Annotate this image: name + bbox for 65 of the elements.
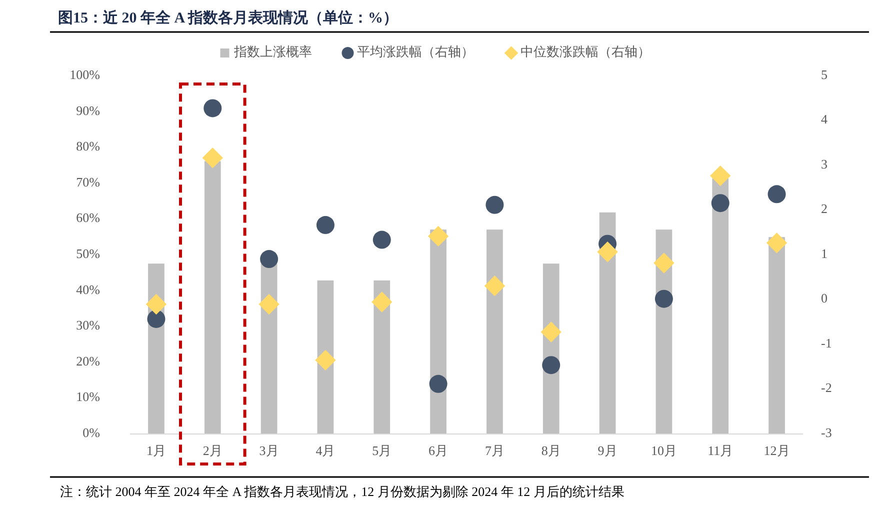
point [429,374,448,393]
point [597,242,618,262]
legend-label: 中位数涨跌幅（右轴） [520,44,650,59]
y-tick-label: 0% [82,424,100,440]
y2-tick-label: -3 [821,424,832,440]
y2-tick-label: 4 [821,112,828,127]
point [766,232,788,254]
y2-tick-label: -1 [821,335,832,350]
point [542,356,560,374]
y-tick-label: 80% [76,138,100,154]
bar [486,230,503,434]
x-tick-label: 4月 [316,442,336,458]
y2-tick-label: -2 [821,380,832,396]
point [428,226,449,247]
x-tick-label: 8月 [541,442,561,458]
x-tick-label: 7月 [484,442,504,458]
point [484,276,506,296]
y2-tick-label: 2 [821,201,828,216]
x-tick-label: 11月 [708,442,734,458]
y2-tick-label: 0 [821,290,828,306]
point [258,294,280,315]
y-tick-label: 90% [76,102,100,118]
y-tick-label: 30% [76,318,100,333]
chart-title: 图15：近 20 年全 A 指数各月表现情况（单位：%） [58,9,398,26]
x-tick-label: 10月 [650,442,677,458]
bar [204,161,221,434]
point [147,310,166,328]
x-tick-label: 5月 [372,442,392,458]
point [372,292,392,312]
y-tick-label: 50% [76,246,100,261]
bar [712,178,729,434]
point [316,216,334,234]
x-tick-label: 6月 [428,442,448,458]
y2-tick-label: 5 [821,66,828,82]
text: 注：统计 2004 年至 2024 年全 A 指数各月表现情况，12 月份数据为剔除 2024 年 12 月后的统计结果 [60,484,624,499]
point [486,196,504,214]
point [146,294,167,315]
y-tick-label: 70% [76,174,100,190]
point [710,165,731,186]
y2-tick-label: 1 [821,246,828,261]
bar [768,237,785,434]
x-tick-label: 1月 [146,442,166,458]
bar [374,280,390,434]
y-tick-label: 60% [76,210,100,226]
y-tick-label: 40% [76,282,100,297]
point [768,185,786,204]
y-tick-label: 20% [76,353,100,368]
y-tick-label: 100% [70,66,100,82]
legend-label: 平均涨跌幅（右轴） [356,44,474,59]
x-tick-label: 2月 [202,442,222,458]
legend-label: 指数上涨概率 [232,44,312,59]
point [315,350,336,371]
x-tick-label: 12月 [764,442,790,458]
y-tick-label: 10% [76,389,100,404]
point [372,230,391,249]
x-tick-label: 3月 [259,442,279,458]
point [654,252,674,274]
point [654,290,673,308]
y2-tick-label: 3 [821,156,828,172]
point [711,194,730,212]
point [260,250,278,268]
point [540,322,562,342]
point [204,99,222,118]
x-tick-label: 9月 [598,442,618,458]
point [202,148,223,168]
